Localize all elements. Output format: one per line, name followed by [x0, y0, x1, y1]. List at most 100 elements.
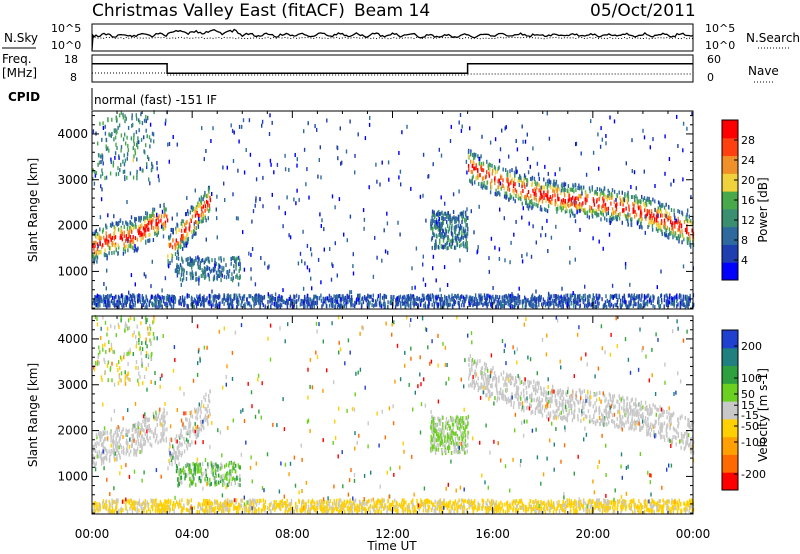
echo-point [636, 413, 638, 417]
echo-point [496, 169, 498, 174]
echo-point [477, 245, 479, 250]
echo-point [367, 299, 369, 304]
echo-point [196, 301, 198, 306]
echo-point [489, 167, 491, 172]
echo-point [650, 213, 652, 218]
echo-point [586, 214, 589, 219]
echo-point [503, 216, 505, 221]
echo-point [138, 230, 141, 235]
echo-point [588, 302, 591, 307]
echo-point [122, 115, 125, 120]
echo-point [613, 199, 615, 204]
echo-point [681, 229, 683, 234]
echo-point [196, 220, 198, 225]
echo-point [200, 201, 202, 205]
echo-point [666, 415, 668, 420]
echo-point [218, 256, 220, 261]
echo-point [687, 304, 689, 309]
echo-point [126, 135, 128, 140]
echo-point [422, 262, 424, 267]
echo-point [181, 235, 184, 240]
echo-point [214, 261, 216, 265]
echo-point [595, 398, 598, 403]
echo-point [208, 189, 210, 194]
echo-point [559, 205, 561, 210]
echo-point [136, 435, 139, 440]
echo-point [302, 286, 305, 291]
echo-point [526, 132, 528, 137]
echo-point [605, 422, 607, 427]
echo-point [543, 390, 545, 395]
echo-point [474, 180, 476, 185]
echo-point [660, 435, 662, 440]
echo-point [184, 296, 186, 301]
echo-point [189, 210, 191, 215]
echo-point [175, 434, 178, 439]
echo-point [656, 218, 658, 223]
echo-point [172, 296, 175, 301]
echo-point [472, 160, 474, 165]
echo-point [178, 443, 180, 448]
echo-point [684, 294, 687, 299]
echo-point [140, 439, 142, 443]
echo-point [448, 238, 450, 243]
echo-point [460, 242, 462, 247]
echo-point [239, 274, 241, 279]
echo-point [313, 294, 315, 299]
echo-point [540, 233, 542, 238]
echo-point [171, 254, 174, 259]
echo-point [212, 126, 214, 131]
echo-point [296, 157, 298, 162]
echo-point [667, 437, 669, 442]
echo-point [669, 231, 671, 236]
echo-point [168, 142, 171, 146]
echo-point [554, 299, 556, 304]
echo-point [612, 212, 614, 217]
echo-point [202, 197, 204, 202]
echo-point [457, 293, 459, 298]
echo-point [174, 246, 176, 251]
echo-point [320, 280, 322, 285]
echo-point [481, 295, 483, 300]
echo-point [462, 226, 465, 231]
echo-point [460, 295, 462, 300]
echo-point [564, 204, 566, 208]
echo-point [437, 227, 440, 232]
echo-point [430, 237, 433, 242]
echo-point [506, 172, 508, 177]
echo-point [145, 211, 147, 216]
echo-point [155, 300, 158, 305]
echo-point [281, 298, 283, 303]
echo-point [387, 300, 389, 305]
echo-point [573, 410, 575, 415]
echo-point [555, 302, 557, 306]
echo-point [464, 228, 467, 233]
echo-point [167, 466, 169, 471]
echo-point [469, 382, 472, 387]
echo-point [548, 178, 550, 183]
echo-point [564, 199, 566, 203]
echo-point [483, 362, 486, 367]
echo-point [221, 265, 223, 270]
echo-point [440, 244, 442, 249]
echo-point [124, 295, 126, 300]
echo-point [139, 297, 141, 302]
echo-point [650, 201, 652, 206]
echo-point [581, 191, 583, 196]
echo-point [136, 142, 138, 147]
echo-point [242, 118, 245, 123]
echo-point [433, 233, 435, 238]
echo-point [155, 222, 157, 226]
echo-point [517, 293, 519, 298]
echo-point [105, 231, 107, 236]
echo-point [436, 225, 439, 229]
echo-point [224, 198, 226, 202]
echo-point [261, 296, 264, 301]
echo-point [444, 211, 447, 216]
echo-point [609, 397, 612, 402]
echo-point [635, 186, 637, 191]
echo-point [270, 162, 272, 167]
echo-point [149, 216, 151, 221]
echo-point [179, 298, 181, 303]
echo-point [444, 201, 446, 206]
